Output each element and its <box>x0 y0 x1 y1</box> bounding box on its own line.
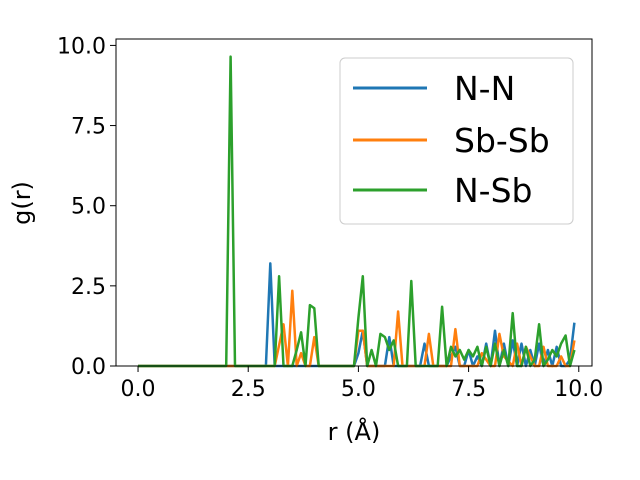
legend-frame <box>339 57 574 225</box>
y-tick-label: 7.5 <box>71 115 106 140</box>
legend-label-n-n: N-N <box>454 69 515 108</box>
x-tick-label: 7.5 <box>451 377 486 402</box>
x-tick-label: 0.0 <box>121 377 156 402</box>
x-tick-label: 2.5 <box>231 377 266 402</box>
y-tick-label: 10.0 <box>57 34 106 59</box>
x-tick-label: 10.0 <box>554 377 603 402</box>
x-tick-label: 5.0 <box>341 377 376 402</box>
y-axis-label: g(r) <box>8 181 36 225</box>
y-tick-label: 2.5 <box>71 275 106 300</box>
y-axis-ticks: 0.0 2.5 5.0 7.5 10.0 <box>57 34 116 380</box>
x-axis-ticks: 0.0 2.5 5.0 7.5 10.0 <box>121 366 603 402</box>
legend-label-n-sb: N-Sb <box>454 171 533 210</box>
y-tick-label: 5.0 <box>71 195 106 220</box>
y-tick-label: 0.0 <box>71 355 106 380</box>
legend: N-N Sb-Sb N-Sb <box>339 57 574 225</box>
x-axis-label: r (Å) <box>328 417 381 446</box>
plot-frame <box>115 38 593 367</box>
legend-label-sb-sb: Sb-Sb <box>454 121 550 160</box>
